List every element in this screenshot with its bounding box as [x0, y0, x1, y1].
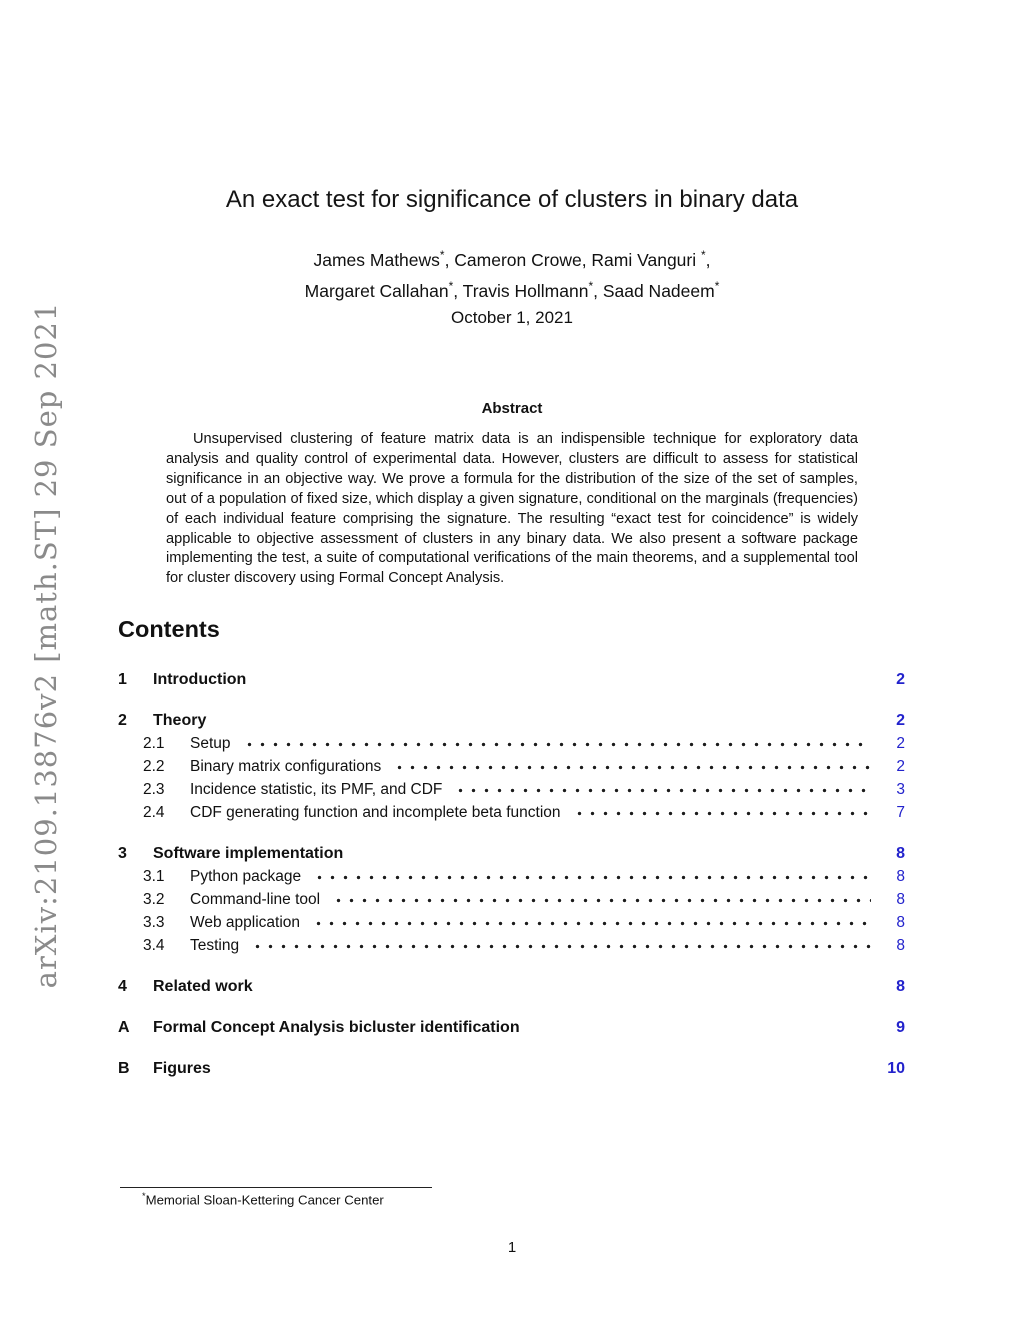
- toc-entry-title: Setup: [190, 735, 231, 752]
- abstract-text: Unsupervised clustering of feature matri…: [166, 431, 858, 587]
- toc-entry-title: Figures: [153, 1060, 211, 1077]
- toc-entry-number: 2: [118, 712, 127, 729]
- toc-entry[interactable]: 3.1 Python package 8: [118, 865, 905, 888]
- toc-entry-page[interactable]: 8: [896, 868, 905, 885]
- toc-entry-title: Command-line tool: [190, 891, 321, 908]
- toc-entry-page[interactable]: 9: [896, 1019, 905, 1036]
- toc-entry-page[interactable]: 10: [887, 1060, 905, 1077]
- toc-entry-page[interactable]: 2: [896, 712, 905, 729]
- toc-entry-number: 2.1: [143, 735, 165, 752]
- toc-entry-page[interactable]: 2: [896, 735, 905, 752]
- toc-leader-dots: [249, 934, 871, 957]
- toc-entry-page[interactable]: 8: [896, 891, 905, 908]
- toc-list: 1 Introduction 2 2 Theory 2 2.1 Setup 2 2.2 Binary…: [118, 650, 905, 1080]
- abstract-heading: Abstract: [481, 400, 543, 417]
- paper-date: October 1, 2021: [451, 308, 573, 327]
- toc-entry-number: 2.3: [143, 781, 165, 798]
- toc-entry-page[interactable]: 8: [896, 978, 905, 995]
- toc-entry[interactable]: 2 Theory 2: [118, 709, 905, 732]
- toc-leader-dots: [310, 911, 871, 934]
- toc-entry-number: 3.2: [143, 891, 165, 908]
- toc-entry-title: Formal Concept Analysis bicluster identi…: [153, 1019, 520, 1036]
- toc-entry-title: Theory: [153, 712, 207, 729]
- toc-entry-number: 2.4: [143, 804, 165, 821]
- toc-entry[interactable]: 2.3 Incidence statistic, its PMF, and CDF…: [118, 778, 905, 801]
- toc-entry-number: 3.3: [143, 914, 165, 931]
- toc-entry-title: Binary matrix configurations: [190, 758, 382, 775]
- toc-leader-dots: [240, 732, 871, 755]
- footnote-rule: [120, 1187, 432, 1188]
- toc-entry-title: Software implementation: [153, 845, 344, 862]
- toc-entry-title: CDF generating function and incomplete b…: [190, 804, 561, 821]
- toc-entry-number: B: [118, 1060, 130, 1077]
- toc-entry-page[interactable]: 2: [896, 758, 905, 775]
- author-line: Margaret Callahan*, Travis Hollmann*, Sa…: [304, 278, 720, 301]
- toc-entry-page[interactable]: 2: [896, 671, 905, 688]
- toc-entry-title: Incidence statistic, its PMF, and CDF: [190, 781, 443, 798]
- author-block: James Mathews*, Cameron Crowe, Rami Vang…: [0, 242, 1024, 304]
- toc-entry[interactable]: 3.4 Testing 8: [118, 934, 905, 957]
- toc-leader-dots: [570, 801, 871, 824]
- toc-entry-title: Testing: [190, 937, 240, 954]
- toc-entry-page[interactable]: 8: [896, 937, 905, 954]
- toc-leader-dots: [391, 755, 871, 778]
- toc-leader-dots: [311, 865, 871, 888]
- contents-heading: Contents: [118, 616, 220, 642]
- toc-entry-number: 4: [118, 978, 127, 995]
- toc-entry[interactable]: 3 Software implementation 8: [118, 842, 905, 865]
- toc-entry[interactable]: 4 Related work 8: [118, 975, 905, 998]
- footnote-text: *Memorial Sloan-Kettering Cancer Center: [142, 1191, 384, 1208]
- toc-entry-page[interactable]: 8: [896, 845, 905, 862]
- toc-entry[interactable]: 3.3 Web application 8: [118, 911, 905, 934]
- toc-entry-title: Related work: [153, 978, 253, 995]
- toc-leader-dots: [452, 778, 871, 801]
- toc-entry-page[interactable]: 7: [896, 804, 905, 821]
- page-number: 1: [507, 1239, 517, 1256]
- toc-entry[interactable]: 2.2 Binary matrix configurations 2: [118, 755, 905, 778]
- toc-entry-page[interactable]: 3: [896, 781, 905, 798]
- toc-entry[interactable]: A Formal Concept Analysis bicluster ident…: [118, 1016, 905, 1039]
- toc-entry-title: Web application: [190, 914, 301, 931]
- toc-entry-title: Python package: [190, 868, 302, 885]
- toc-entry-title: Introduction: [153, 671, 247, 688]
- toc-leader-dots: [330, 888, 871, 911]
- toc-entry-number: 3.1: [143, 868, 165, 885]
- toc-entry[interactable]: B Figures 10: [118, 1057, 905, 1080]
- toc-entry-number: A: [118, 1019, 130, 1036]
- toc-entry-number: 3: [118, 845, 127, 862]
- toc-entry-number: 3.4: [143, 937, 165, 954]
- toc-entry[interactable]: 3.2 Command-line tool 8: [118, 888, 905, 911]
- paper-title: An exact test for significance of cluste…: [225, 186, 799, 213]
- toc-entry[interactable]: 2.4 CDF generating function and incomplet…: [118, 801, 905, 824]
- toc-entry[interactable]: 1 Introduction 2: [118, 668, 905, 691]
- author-line: James Mathews*, Cameron Crowe, Rami Vang…: [313, 248, 711, 270]
- toc-entry-number: 1: [118, 671, 127, 688]
- toc-entry[interactable]: 2.1 Setup 2: [118, 732, 905, 755]
- toc-entry-page[interactable]: 8: [896, 914, 905, 931]
- toc-entry-number: 2.2: [143, 758, 165, 775]
